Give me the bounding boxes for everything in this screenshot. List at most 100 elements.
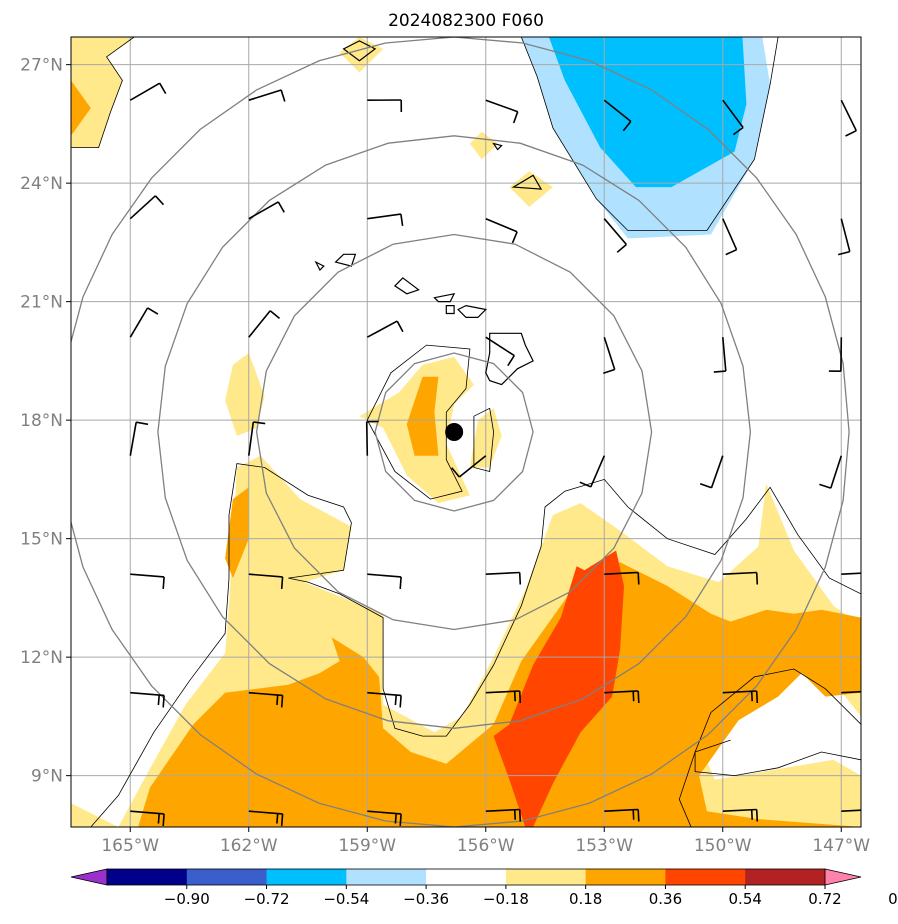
- colorbar-tick-label: −0.18: [483, 890, 529, 908]
- y-tick-label: 27°N: [20, 56, 63, 76]
- wind-barb: [841, 809, 861, 812]
- x-tick-label: 150°W: [694, 836, 752, 856]
- y-axis-ticks: 9°N 12°N 15°N 18°N 21°N 24°N 27°N: [20, 56, 71, 787]
- colorbar-tick-label: 0.72: [808, 890, 841, 908]
- wind-barb: [841, 572, 861, 575]
- island-coastline-6: [314, 260, 325, 272]
- colorbar-extend-high: [824, 868, 862, 886]
- wind-barb: [722, 690, 759, 704]
- wind-barbs: [129, 82, 861, 826]
- y-tick-label: 15°N: [20, 530, 63, 550]
- colorbar-segment: [266, 869, 347, 885]
- range-ring-3: [71, 37, 850, 827]
- y-tick-label: 9°N: [31, 767, 63, 787]
- x-axis-ticks: 165°W 162°W 159°W 156°W 153°W 150°W 147°W: [101, 827, 870, 856]
- wind-barb: [828, 337, 843, 372]
- wind-barb: [603, 336, 616, 374]
- island-coastline-2: [433, 292, 456, 303]
- range-ring-1: [255, 233, 653, 631]
- range-ring-2: [157, 135, 752, 729]
- wind-barb: [248, 201, 285, 220]
- x-tick-label: 165°W: [101, 836, 159, 856]
- contour-line-0: [71, 37, 135, 149]
- wind-barb: [722, 218, 738, 256]
- x-tick-label: 162°W: [220, 836, 278, 856]
- wind-barb: [485, 217, 518, 244]
- island-coastline-0: [485, 332, 534, 386]
- wind-barb: [604, 808, 640, 822]
- wind-barb: [129, 307, 159, 338]
- wind-barb: [604, 690, 640, 704]
- range-ring-0: [374, 352, 534, 512]
- wind-barb: [603, 99, 632, 132]
- storm-center: [445, 423, 464, 441]
- x-tick-label: 153°W: [575, 836, 633, 856]
- contour-line-inner-2: [473, 407, 494, 473]
- colorbar-extend-low: [70, 868, 108, 886]
- storm-center-marker: [445, 423, 464, 441]
- colorbar-tick-label: 0.90: [888, 890, 898, 908]
- contour-fill-4: [509, 171, 553, 207]
- island-coastline-3: [445, 305, 455, 315]
- wind-barb: [837, 218, 851, 256]
- colorbar-segment: [745, 869, 826, 885]
- y-tick-label: 18°N: [20, 411, 63, 431]
- chart-title: 2024082300 F060: [388, 11, 544, 31]
- wind-barb: [579, 455, 606, 488]
- colorbar-tick-label: −0.90: [164, 890, 210, 908]
- colorbar-segment: [665, 869, 746, 885]
- island-coastline-5: [334, 253, 357, 267]
- contour-fill-9: [406, 376, 439, 456]
- contour-fill-14: [493, 550, 624, 827]
- contour-line-1: [520, 37, 779, 231]
- colorbar: −0.90 −0.72 −0.54 −0.36 −0.18 0.18 0.36 0.54 0.7…: [70, 868, 898, 908]
- wind-barb: [722, 571, 759, 585]
- wind-barb: [604, 571, 640, 585]
- wind-barb: [129, 195, 165, 220]
- wind-barb: [485, 336, 515, 367]
- wind-barb: [248, 691, 284, 708]
- contour-line-2: [90, 463, 861, 827]
- wind-barb: [367, 573, 402, 589]
- contour-fill-12: [138, 562, 861, 827]
- y-tick-label: 21°N: [20, 293, 63, 313]
- wind-barb: [367, 691, 402, 708]
- wind-barb: [367, 810, 402, 826]
- island-coastline-7: [492, 142, 503, 151]
- wind-barb: [248, 310, 281, 338]
- wind-barb: [130, 573, 165, 589]
- wind-barb: [129, 421, 149, 456]
- map-area: [71, 37, 861, 827]
- colorbar-tick-label: 0.36: [649, 890, 682, 908]
- wind-barb: [248, 573, 284, 589]
- colorbar-tick-label: −0.54: [323, 890, 369, 908]
- wind-barb: [603, 218, 628, 253]
- colorbar-tick-label: −0.36: [403, 890, 449, 908]
- island-coastline-8: [511, 174, 543, 190]
- x-tick-label: 147°W: [812, 836, 870, 856]
- wind-barb: [840, 99, 858, 137]
- island-coastline-9: [342, 40, 377, 62]
- y-tick-label: 12°N: [20, 648, 63, 668]
- range-rings: [71, 37, 850, 827]
- wind-barb: [248, 810, 284, 826]
- wind-barb: [722, 808, 759, 822]
- wind-barb: [367, 213, 404, 227]
- wind-barb: [365, 420, 379, 456]
- colorbar-outline: [106, 868, 826, 886]
- colorbar-tick-label: 0.18: [569, 890, 602, 908]
- y-tick-label: 24°N: [20, 174, 63, 194]
- contour-line-3: [678, 668, 861, 827]
- wind-barb: [485, 808, 522, 822]
- wind-barb: [130, 810, 165, 826]
- contour-fill-13: [225, 487, 249, 579]
- wind-barb: [130, 691, 165, 708]
- colorbar-segment: [505, 869, 587, 885]
- colorbar-tick-label: −0.72: [244, 890, 290, 908]
- contour-fill-6: [548, 37, 747, 188]
- wind-barb: [485, 571, 522, 585]
- wind-barb: [248, 421, 266, 456]
- wind-barb: [451, 455, 487, 478]
- wind-barb: [722, 99, 744, 136]
